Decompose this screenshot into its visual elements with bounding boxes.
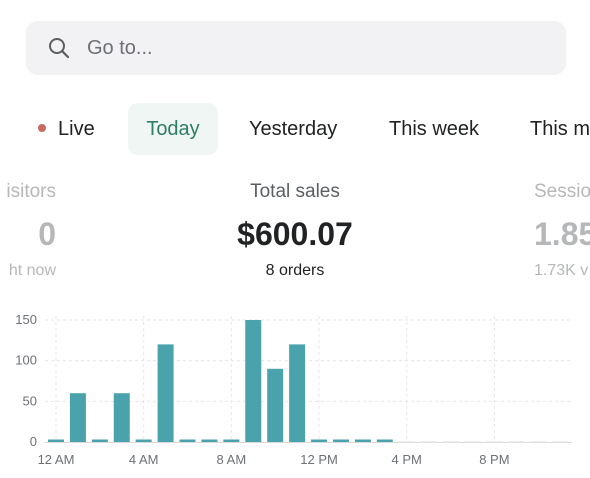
bar-2-pm[interactable] bbox=[354, 439, 371, 443]
empty-hour-mark bbox=[508, 441, 525, 443]
bar-10-am[interactable] bbox=[267, 368, 284, 442]
x-tick-label: 12 PM bbox=[300, 452, 338, 467]
bar-4-am[interactable] bbox=[135, 439, 152, 443]
x-tick-label: 8 PM bbox=[479, 452, 509, 467]
tab-this-month[interactable]: This m bbox=[530, 103, 590, 155]
metric-sessions[interactable]: Sessio 1.85 1.73K v bbox=[534, 178, 590, 284]
empty-hour-mark bbox=[486, 441, 503, 443]
metric-total-sales[interactable]: Total sales $600.07 8 orders bbox=[195, 178, 395, 284]
x-tick-label: 4 PM bbox=[392, 452, 422, 467]
empty-hour-mark bbox=[442, 441, 459, 443]
metric-sessions-sub: 1.73K v bbox=[534, 262, 589, 279]
metric-total-sales-value: $600.07 bbox=[237, 216, 353, 252]
metric-total-sales-sub: 8 orders bbox=[265, 262, 325, 279]
sales-chart: 0 50 100 150 12 AM 4 AM 8 AM 12 PM 4 PM 8 PM bbox=[15, 312, 572, 467]
y-tick-label: 50 bbox=[23, 393, 37, 408]
bar-5-am[interactable] bbox=[157, 344, 174, 442]
bar-3-am[interactable] bbox=[113, 393, 130, 442]
tab-today-label: Today bbox=[146, 118, 200, 140]
date-range-tabs: Live Today Yesterday This week This m bbox=[0, 103, 590, 155]
empty-hour-mark bbox=[420, 441, 437, 443]
search-bar[interactable] bbox=[26, 21, 566, 75]
tab-yesterday[interactable]: Yesterday bbox=[249, 103, 337, 155]
bar-3-pm[interactable] bbox=[376, 439, 393, 443]
bar-8-am[interactable] bbox=[223, 439, 240, 443]
search-icon bbox=[49, 38, 70, 59]
bar-2-am[interactable] bbox=[91, 439, 108, 443]
bar-1-pm[interactable] bbox=[332, 439, 349, 443]
tab-live[interactable]: Live bbox=[38, 103, 95, 155]
bar-1-am[interactable] bbox=[69, 393, 86, 442]
x-tick-label: 8 AM bbox=[217, 452, 247, 467]
tab-this-month-label: This m bbox=[530, 118, 590, 140]
bar-7-am[interactable] bbox=[201, 439, 218, 443]
metric-sessions-label: Sessio bbox=[534, 181, 590, 202]
metric-visitors[interactable]: isitors 0 ht now bbox=[0, 178, 56, 284]
search-input[interactable] bbox=[87, 31, 527, 65]
bar-6-am[interactable] bbox=[179, 439, 196, 443]
empty-hour-mark bbox=[464, 441, 481, 443]
x-tick-label: 12 AM bbox=[38, 452, 75, 467]
tab-this-week[interactable]: This week bbox=[389, 103, 479, 155]
tab-this-week-label: This week bbox=[389, 118, 480, 140]
bar-11-am[interactable] bbox=[289, 344, 306, 442]
tab-live-label: Live bbox=[58, 118, 95, 140]
y-tick-label: 150 bbox=[15, 312, 37, 327]
y-tick-label: 0 bbox=[30, 434, 37, 449]
empty-hour-mark bbox=[398, 441, 415, 443]
tab-today[interactable]: Today bbox=[128, 103, 218, 155]
bar-9-am[interactable] bbox=[245, 320, 262, 442]
tab-yesterday-label: Yesterday bbox=[249, 118, 338, 140]
empty-hour-mark bbox=[552, 441, 569, 443]
bar-12-am[interactable] bbox=[48, 439, 64, 443]
metric-total-sales-label: Total sales bbox=[250, 181, 340, 202]
bar-12-pm[interactable] bbox=[311, 439, 328, 443]
y-tick-label: 100 bbox=[15, 353, 37, 368]
live-dot-icon bbox=[38, 123, 46, 132]
metric-visitors-sub: ht now bbox=[8, 262, 56, 279]
metric-sessions-value: 1.85 bbox=[534, 216, 590, 252]
metric-visitors-label: isitors bbox=[6, 181, 56, 202]
empty-hour-mark bbox=[530, 441, 547, 443]
metric-visitors-value: 0 bbox=[38, 216, 56, 252]
x-tick-label: 4 AM bbox=[129, 452, 159, 467]
